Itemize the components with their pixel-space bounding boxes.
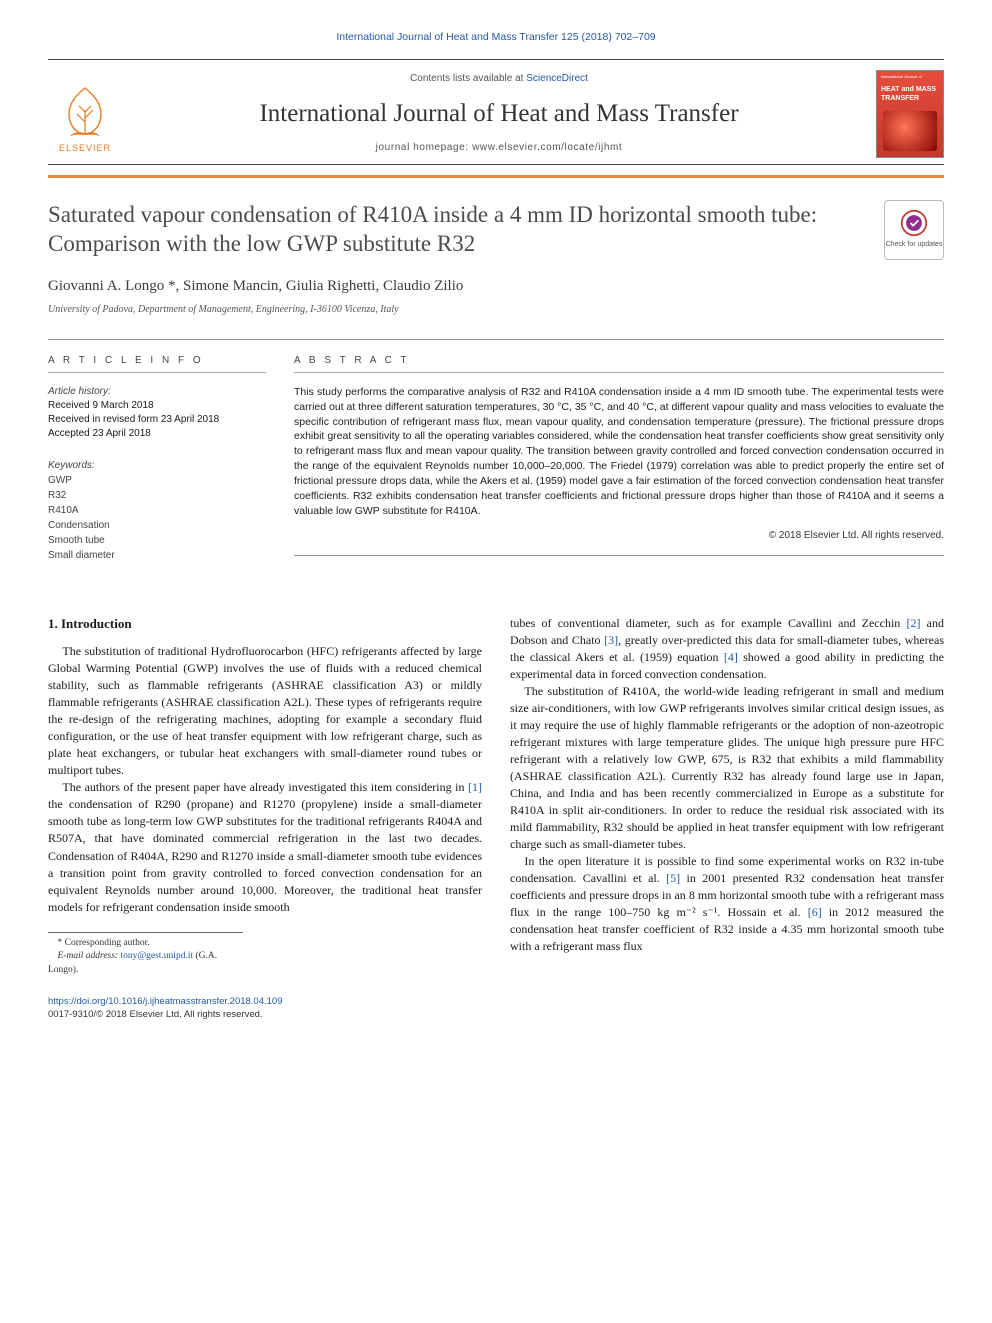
keywords-list: GWP R32 R410A Condensation Smooth tube S… bbox=[48, 473, 266, 563]
author-email-link[interactable]: tony@gest.unipd.it bbox=[120, 951, 193, 961]
doi-link[interactable]: https://doi.org/10.1016/j.ijheatmasstran… bbox=[48, 996, 283, 1007]
citation-link[interactable]: [4] bbox=[724, 650, 738, 664]
history-line: Received 9 March 2018 bbox=[48, 399, 266, 413]
meta-row: A R T I C L E I N F O Article history: R… bbox=[48, 339, 944, 581]
footnote-block: * Corresponding author. E-mail address: … bbox=[48, 932, 243, 977]
check-updates-icon bbox=[900, 209, 928, 237]
citation-link[interactable]: [1] bbox=[468, 780, 482, 794]
citation-link[interactable]: [5] bbox=[666, 871, 680, 885]
masthead: ELSEVIER Contents lists available at Sci… bbox=[48, 59, 944, 165]
publisher-name: ELSEVIER bbox=[59, 142, 111, 155]
authors-line: Giovanni A. Longo *, Simone Mancin, Giul… bbox=[48, 276, 944, 297]
keyword: GWP bbox=[48, 473, 266, 488]
journal-homepage: journal homepage: www.elsevier.com/locat… bbox=[134, 141, 864, 155]
contents-available-line: Contents lists available at ScienceDirec… bbox=[134, 72, 864, 86]
body-paragraph: tubes of conventional diameter, such as … bbox=[510, 615, 944, 683]
sciencedirect-link[interactable]: ScienceDirect bbox=[526, 73, 588, 84]
text-run: tubes of conventional diameter, such as … bbox=[510, 616, 906, 630]
keywords-label: Keywords: bbox=[48, 459, 266, 473]
cover-figure bbox=[883, 111, 937, 151]
cover-title-1: HEAT and MASS bbox=[881, 86, 936, 93]
abstract-text: This study performs the comparative anal… bbox=[294, 385, 944, 519]
publisher-logo: ELSEVIER bbox=[48, 73, 122, 155]
history-line: Accepted 23 April 2018 bbox=[48, 427, 266, 441]
email-line: E-mail address: tony@gest.unipd.it (G.A.… bbox=[48, 950, 243, 977]
article-info-heading: A R T I C L E I N F O bbox=[48, 354, 266, 373]
article-title: Saturated vapour condensation of R410A i… bbox=[48, 200, 868, 259]
issn-copyright: 0017-9310/© 2018 Elsevier Ltd. All right… bbox=[48, 1009, 263, 1020]
header-citation: International Journal of Heat and Mass T… bbox=[48, 30, 944, 45]
keyword: R32 bbox=[48, 488, 266, 503]
body-columns: 1. Introduction The substitution of trad… bbox=[48, 615, 944, 977]
body-paragraph: The substitution of R410A, the world-wid… bbox=[510, 683, 944, 853]
journal-name: International Journal of Heat and Mass T… bbox=[134, 96, 864, 131]
citation-link[interactable]: [6] bbox=[808, 905, 822, 919]
abstract-bottom-rule bbox=[294, 555, 944, 556]
abstract-heading: A B S T R A C T bbox=[294, 354, 944, 373]
abstract-copyright: © 2018 Elsevier Ltd. All rights reserved… bbox=[294, 529, 944, 543]
history-line: Received in revised form 23 April 2018 bbox=[48, 413, 266, 427]
corresponding-author-note: * Corresponding author. bbox=[48, 937, 243, 950]
body-paragraph: The substitution of traditional Hydroflu… bbox=[48, 643, 482, 779]
text-run: the condensation of R290 (propane) and R… bbox=[48, 797, 482, 913]
citation-link[interactable]: [2] bbox=[906, 616, 920, 630]
keyword: R410A bbox=[48, 503, 266, 518]
page-footer: https://doi.org/10.1016/j.ijheatmasstran… bbox=[48, 995, 944, 1022]
check-updates-label: Check for updates bbox=[886, 240, 943, 250]
text-run: The authors of the present paper have al… bbox=[62, 780, 468, 794]
body-paragraph: In the open literature it is possible to… bbox=[510, 853, 944, 955]
keyword: Smooth tube bbox=[48, 533, 266, 548]
journal-cover-thumb: International Journal of HEAT and MASS TR… bbox=[876, 70, 944, 158]
check-updates-badge[interactable]: Check for updates bbox=[884, 200, 944, 260]
email-label: E-mail address: bbox=[58, 951, 121, 961]
cover-smallprint: International Journal of bbox=[881, 75, 939, 79]
body-paragraph: The authors of the present paper have al… bbox=[48, 779, 482, 915]
affiliation: University of Padova, Department of Mana… bbox=[48, 303, 944, 317]
section-heading: 1. Introduction bbox=[48, 615, 482, 633]
accent-bar bbox=[48, 175, 944, 178]
citation-link[interactable]: [3] bbox=[604, 633, 618, 647]
elsevier-tree-icon bbox=[55, 82, 115, 140]
history-label: Article history: bbox=[48, 385, 266, 399]
contents-prefix: Contents lists available at bbox=[410, 73, 526, 84]
cover-title-2: TRANSFER bbox=[881, 95, 919, 102]
keyword: Condensation bbox=[48, 518, 266, 533]
keyword: Small diameter bbox=[48, 548, 266, 563]
